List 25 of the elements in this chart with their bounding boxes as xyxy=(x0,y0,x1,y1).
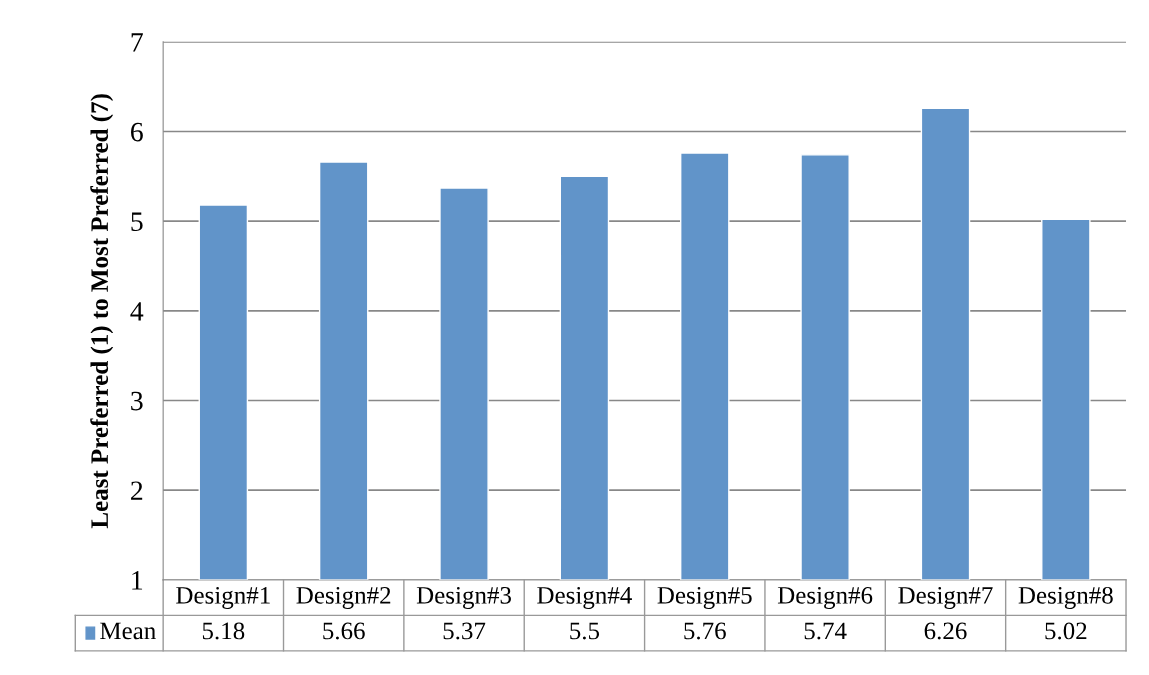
x-tick-label: Design#6 xyxy=(777,586,873,609)
y-tick-label: 1 xyxy=(132,571,143,590)
data-label: 5.74 xyxy=(804,622,847,640)
y-tick-label: 7 xyxy=(131,33,143,52)
x-tick-label: Design#4 xyxy=(537,586,632,609)
x-tick-label: Design#1 xyxy=(176,586,270,609)
x-tick-label: Design#5 xyxy=(657,586,752,609)
data-label: 5.76 xyxy=(684,622,726,640)
y-axis-title: Least Preferred (1) to Most Preferred (7) xyxy=(90,94,114,529)
x-tick-label: Design#8 xyxy=(1018,586,1113,609)
y-tick-label: 6 xyxy=(131,122,143,142)
data-label: 5.37 xyxy=(443,622,486,640)
data-label: 5.66 xyxy=(323,622,365,640)
data-label: 5.5 xyxy=(570,622,600,640)
data-label: 5.18 xyxy=(202,622,245,640)
data-label: 5.02 xyxy=(1045,622,1087,640)
x-tick-label: Design#3 xyxy=(416,586,511,609)
legend-label: Mean xyxy=(100,622,156,640)
x-tick-label: Design#7 xyxy=(898,586,993,609)
y-tick-label: 5 xyxy=(131,212,143,232)
y-tick-label: 3 xyxy=(131,391,143,411)
x-tick-label: Design#2 xyxy=(296,586,391,609)
y-tick-label: 4 xyxy=(130,302,144,321)
data-label: 6.26 xyxy=(924,622,967,640)
y-tick-label: 2 xyxy=(131,481,143,500)
